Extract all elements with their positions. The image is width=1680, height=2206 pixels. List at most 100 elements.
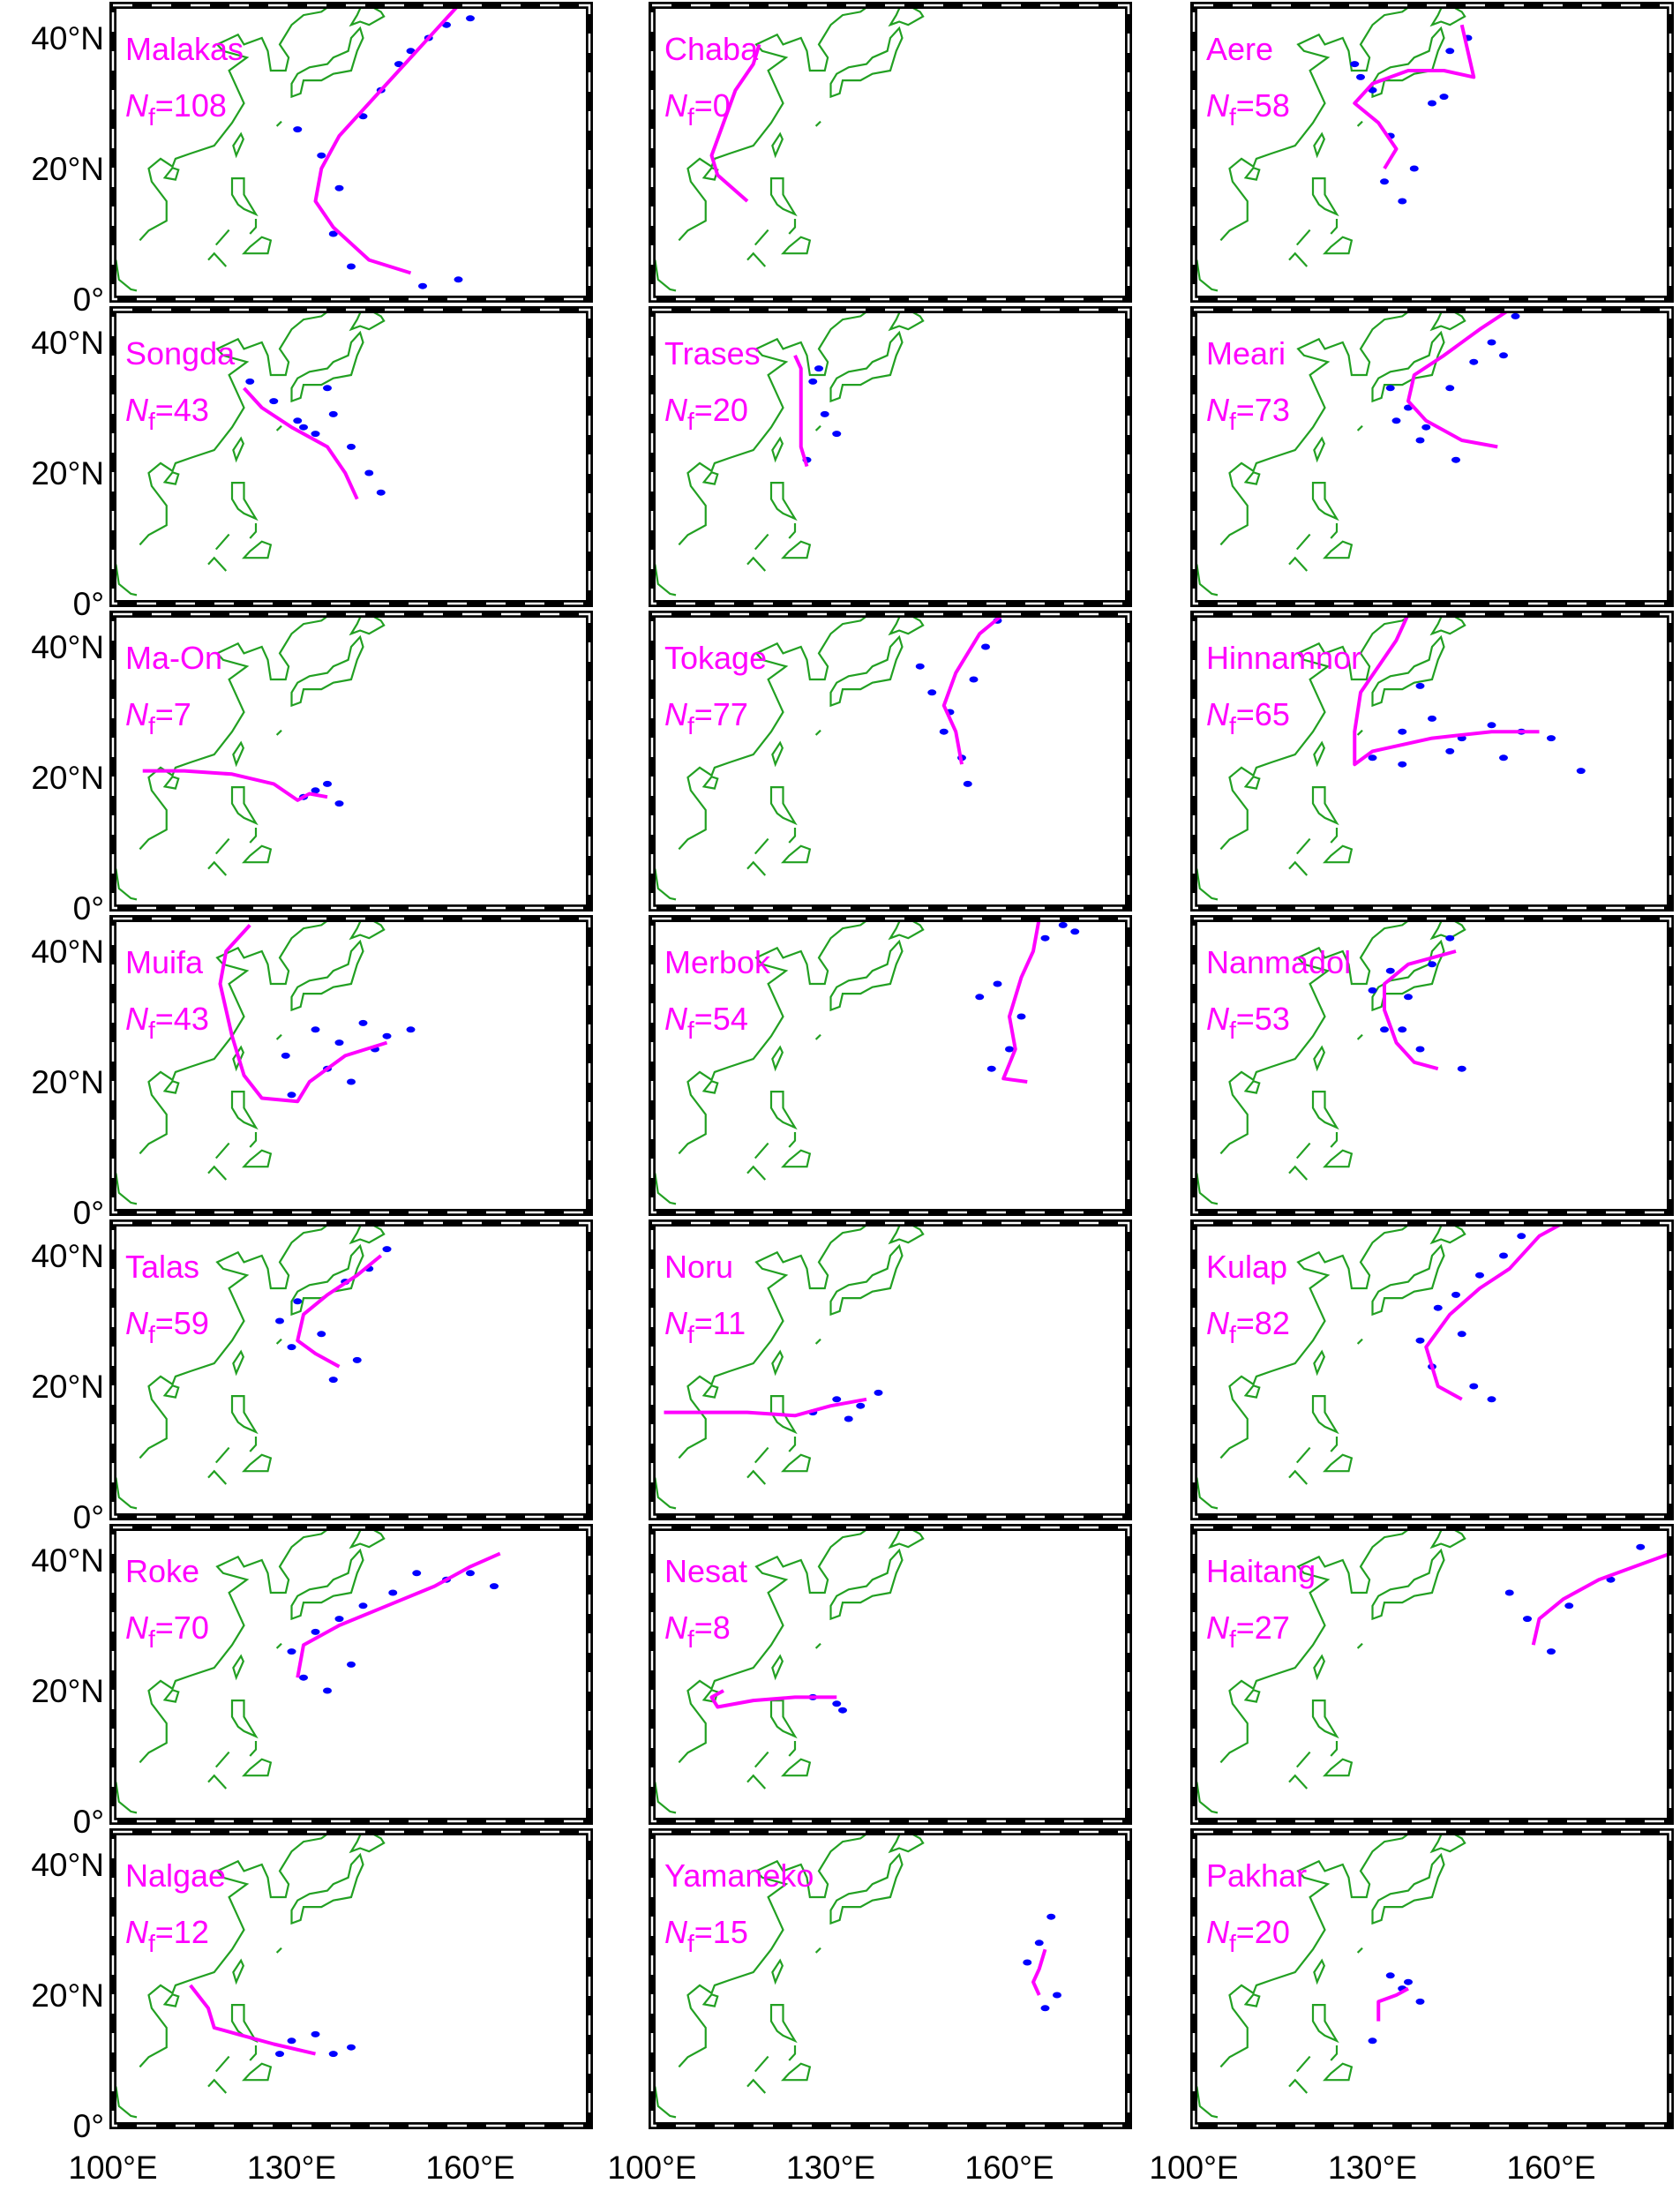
detection xyxy=(328,410,338,417)
detection xyxy=(1511,312,1520,319)
detection xyxy=(1415,1046,1425,1053)
storm-track xyxy=(1353,614,1540,767)
detection xyxy=(1398,198,1407,205)
detection xyxy=(993,980,1002,987)
storm-name: Chaba xyxy=(664,31,759,67)
lat-tick-label: 0° xyxy=(73,2108,104,2144)
map-panel: Ma-On Nf=7 xyxy=(109,611,593,912)
map-panel: Yamaneko Nf=15 xyxy=(649,1826,1132,2129)
frame-checker xyxy=(650,4,1130,301)
detection xyxy=(1034,1940,1044,1947)
count-value: =20 xyxy=(694,392,748,428)
count-value: =27 xyxy=(1236,1609,1290,1646)
count-subscript: f xyxy=(687,1625,694,1653)
storm-name: Pakhar xyxy=(1206,1857,1307,1894)
count-symbol: N xyxy=(1206,1609,1230,1646)
count-label: Nf=82 xyxy=(1206,1305,1290,1348)
map-content xyxy=(116,304,385,596)
detection xyxy=(466,1570,475,1577)
count-subscript: f xyxy=(148,1930,155,1957)
detection xyxy=(490,1583,499,1590)
storm-name: Kulap xyxy=(1206,1249,1287,1285)
detection xyxy=(939,728,949,735)
frame-checker xyxy=(650,1221,1130,1519)
detection xyxy=(1499,352,1508,359)
map-panel: Nanmadol Nf=53 xyxy=(1190,915,1674,1216)
map-content xyxy=(1196,1223,1564,1509)
detection xyxy=(323,385,332,392)
storm-track xyxy=(1031,1948,1047,1996)
storm-track xyxy=(1424,1223,1564,1401)
map-content xyxy=(655,1826,1061,2118)
detection xyxy=(1428,961,1436,968)
count-symbol: N xyxy=(664,87,688,124)
detection xyxy=(1409,165,1419,172)
count-label: Nf=12 xyxy=(125,1914,209,1957)
count-label: Nf=15 xyxy=(664,1914,748,1957)
count-value: =8 xyxy=(694,1609,731,1646)
detection xyxy=(311,431,320,438)
count-label: Nf=53 xyxy=(1206,1001,1290,1044)
detection xyxy=(1398,728,1407,735)
lat-tick-label: 40°N xyxy=(31,1238,104,1274)
count-subscript: f xyxy=(148,103,155,131)
map-content xyxy=(1196,1521,1670,1813)
lat-tick-label: 40°N xyxy=(31,629,104,665)
frame-checker xyxy=(650,917,1130,1214)
frame-checker xyxy=(111,612,591,910)
lat-tick-label: 0° xyxy=(73,890,104,927)
detection xyxy=(1046,1913,1056,1920)
count-label: Nf=43 xyxy=(125,392,209,435)
detection xyxy=(1415,1998,1425,2005)
count-symbol: N xyxy=(125,1914,149,1950)
map-content xyxy=(116,1826,384,2118)
count-symbol: N xyxy=(1206,696,1230,732)
detection xyxy=(382,1032,392,1039)
storm-track xyxy=(709,1689,837,1709)
detection xyxy=(832,1700,842,1707)
lat-tick-label: 20°N xyxy=(31,1064,104,1100)
detection xyxy=(1368,2037,1377,2045)
detection xyxy=(1606,1576,1616,1583)
count-subscript: f xyxy=(148,1625,155,1653)
detection xyxy=(1350,61,1360,68)
map-panel: Meari Nf=73 xyxy=(1190,306,1674,607)
lon-tick-label: 130°E xyxy=(786,2150,875,2186)
detection xyxy=(334,1039,344,1047)
storm-track xyxy=(142,769,328,802)
map-content xyxy=(1196,0,1476,290)
detection xyxy=(376,489,386,496)
detection xyxy=(1398,1026,1407,1033)
detection xyxy=(334,800,344,807)
detection xyxy=(281,1052,290,1059)
count-subscript: f xyxy=(148,1321,155,1348)
detection xyxy=(269,398,279,405)
count-symbol: N xyxy=(125,392,149,428)
map-content xyxy=(655,614,1005,900)
lat-tick-label: 20°N xyxy=(31,455,104,491)
detection xyxy=(311,2030,320,2037)
storm-track xyxy=(793,354,809,468)
count-value: =43 xyxy=(155,392,209,428)
storm-track xyxy=(1406,310,1511,449)
detection xyxy=(1385,1972,1395,1979)
count-subscript: f xyxy=(1229,1625,1236,1653)
detection xyxy=(986,1065,996,1072)
storm-name: Meari xyxy=(1206,335,1286,371)
detection xyxy=(1499,1252,1508,1259)
count-label: Nf=27 xyxy=(1206,1609,1290,1653)
count-symbol: N xyxy=(1206,1914,1230,1950)
lon-tick-label: 160°E xyxy=(1506,2150,1595,2186)
detection xyxy=(838,1707,847,1714)
storm-name: Nesat xyxy=(664,1553,747,1589)
detection xyxy=(1504,1589,1514,1596)
detection xyxy=(287,1344,296,1351)
detection xyxy=(275,2051,284,2058)
detection xyxy=(1380,1026,1389,1033)
detection xyxy=(1404,1978,1413,1985)
detection xyxy=(975,994,985,1001)
lon-tick-label: 130°E xyxy=(247,2150,336,2186)
map-content xyxy=(655,919,1080,1204)
detection xyxy=(1636,1543,1646,1550)
